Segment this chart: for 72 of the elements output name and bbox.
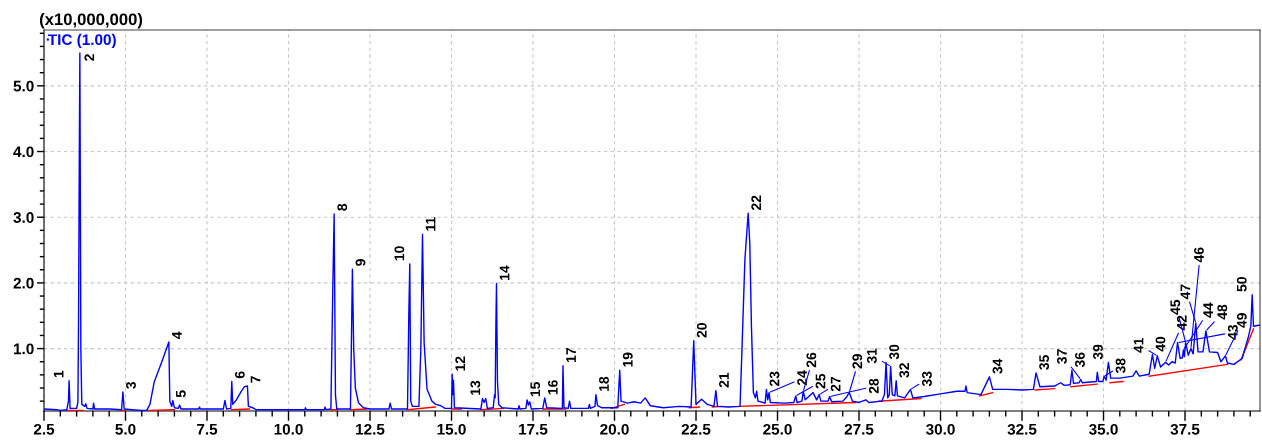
annotation: 5 [176, 390, 186, 398]
x-tick-label: 22.5 [681, 423, 711, 435]
annotation: 34 [992, 358, 1003, 374]
x-tick-label: 15.0 [437, 423, 466, 435]
annotation: 43 [1227, 324, 1238, 340]
y-tick-label: 3.0 [13, 212, 34, 223]
x-tick-label: 37.5 [1170, 423, 1200, 435]
annotation: 37 [1057, 349, 1067, 364]
annotation: 4 [172, 331, 182, 340]
annotation: 40 [1155, 336, 1166, 352]
annotation: 44 [1203, 302, 1213, 318]
annotation: 26 [806, 352, 817, 368]
y-axis-title: (x10,000,000) [39, 12, 143, 29]
y-tick-label: 2.0 [13, 277, 34, 289]
annotation: 6 [234, 371, 245, 379]
x-tick-label: 25.0 [763, 423, 792, 435]
annotation: 49 [1236, 313, 1247, 328]
y-tick-label: 5.0 [13, 80, 34, 92]
x-tick-label: 5.0 [115, 423, 136, 435]
annotation: 18 [599, 376, 609, 391]
x-tick-label: 17.5 [519, 424, 548, 435]
x-tick-label: 30.0 [926, 423, 955, 435]
annotation: 35 [1039, 355, 1050, 370]
annotation: 33 [922, 371, 932, 387]
annotation: 9 [355, 259, 366, 266]
annotation: 48 [1217, 304, 1228, 320]
annotation: 13 [470, 380, 481, 395]
x-tick-label: 27.5 [844, 423, 874, 435]
y-tick-label: 1.0 [14, 343, 34, 355]
annotation: 12 [455, 356, 465, 371]
x-tick-label: 20.0 [600, 423, 629, 435]
annotation: 30 [889, 344, 900, 360]
annotation: 50 [1236, 277, 1247, 292]
annotation: 20 [696, 323, 707, 338]
annotation: 8 [337, 203, 348, 211]
annotation: 38 [1115, 358, 1126, 374]
annotation: 31 [866, 348, 877, 364]
annotation: 14 [499, 265, 510, 280]
x-tick-label: 10.0 [274, 423, 303, 435]
x-tick-label: 32.5 [1007, 423, 1037, 435]
annotation: 45 [1170, 299, 1181, 315]
annotation: 7 [250, 376, 261, 383]
annotation: 24 [797, 370, 807, 386]
annotation: 2 [84, 54, 95, 61]
annotation: 28 [868, 378, 879, 394]
annotation: 39 [1093, 344, 1103, 360]
annotation: 32 [899, 363, 910, 378]
annotation: 42 [1176, 315, 1187, 331]
x-tick-label: 35.0 [1089, 423, 1118, 435]
annotation: 17 [566, 348, 576, 363]
annotation: 29 [852, 354, 863, 369]
annotation: 3 [126, 381, 136, 389]
annotation: 36 [1075, 352, 1085, 368]
annotation: 16 [547, 380, 558, 395]
x-tick-label: 7.5 [197, 424, 218, 435]
legend-label: TIC (1.00) [47, 33, 116, 49]
annotation: 10 [394, 246, 405, 261]
annotation: 1 [53, 370, 64, 378]
y-tick-label: 4.0 [13, 146, 34, 158]
annotation: 47 [1180, 284, 1191, 300]
x-tick-label: 12.5 [356, 423, 385, 435]
annotation: 27 [830, 376, 841, 392]
annotation: 19 [622, 352, 633, 367]
annotation: 25 [815, 373, 826, 389]
annotation: 21 [719, 372, 729, 388]
annotation: 22 [751, 195, 762, 211]
annotation: 46 [1194, 247, 1204, 263]
annotation: 15 [530, 381, 541, 397]
annotation: 11 [425, 217, 436, 231]
annotation: 41 [1133, 337, 1144, 353]
annotation: 23 [769, 371, 780, 387]
x-tick-label: 2.5 [33, 423, 55, 435]
